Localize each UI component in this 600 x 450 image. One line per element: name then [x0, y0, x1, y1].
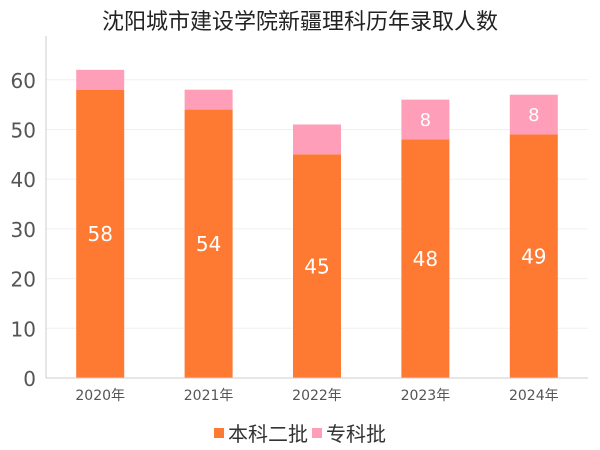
bar-benke-4 [509, 134, 558, 378]
legend-label-zhuanke: 专科批 [326, 422, 386, 446]
data-label-zhuanke-3: 8 [420, 110, 431, 131]
bar-zhuanke-1 [184, 89, 233, 110]
y-tick-label-10: 10 [11, 317, 36, 341]
y-tick-label-50: 50 [11, 118, 36, 142]
data-label-benke-0: 58 [87, 222, 112, 246]
legend-swatch-zhuanke [312, 427, 322, 438]
y-tick-label-60: 60 [11, 69, 36, 93]
bar-benke-0 [76, 89, 125, 379]
y-tick-label-30: 30 [11, 218, 36, 242]
legend-label-benke: 本科二批 [228, 422, 308, 446]
x-tick-label-1: 2021年 [184, 388, 234, 404]
chart-title: 沈阳城市建设学院新疆理科历年录取人数 [101, 10, 498, 35]
x-tick-label-2: 2022年 [292, 388, 342, 404]
chart-legend: 本科二批 专科批 [0, 418, 600, 447]
bar-zhuanke-2 [293, 124, 341, 155]
y-tick-label-20: 20 [11, 268, 36, 292]
y-tick-label-40: 40 [11, 168, 36, 192]
x-tick-label-0: 2020年 [75, 388, 125, 404]
legend-swatch-benke [214, 427, 224, 438]
legend-item-benke[interactable]: 本科二批 [214, 418, 308, 447]
bar-benke-3 [401, 139, 450, 378]
x-tick-label-3: 2023年 [401, 388, 451, 404]
bar-benke-1 [184, 109, 233, 379]
data-label-benke-4: 49 [521, 244, 546, 268]
legend-item-zhuanke[interactable]: 专科批 [312, 418, 386, 447]
y-tick-label-0: 0 [23, 367, 36, 391]
data-label-benke-1: 54 [196, 232, 221, 256]
x-tick-label-4: 2024年 [509, 388, 559, 404]
data-label-zhuanke-4: 8 [528, 105, 539, 126]
data-label-benke-2: 45 [304, 254, 329, 278]
bar-zhuanke-0 [76, 69, 125, 90]
bar-benke-2 [293, 154, 341, 378]
data-label-benke-3: 48 [413, 247, 438, 271]
bar-zhuanke-4 [509, 94, 558, 135]
bar-zhuanke-3 [401, 99, 450, 140]
